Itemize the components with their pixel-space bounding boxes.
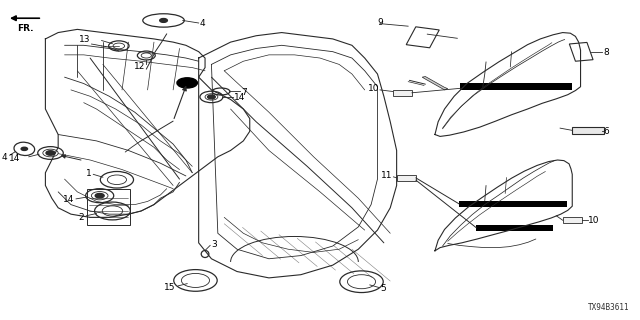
Text: 13: 13 xyxy=(79,35,90,44)
Bar xyxy=(476,225,553,231)
Circle shape xyxy=(21,147,28,150)
Bar xyxy=(397,175,416,181)
Circle shape xyxy=(95,194,104,198)
Text: 6: 6 xyxy=(604,127,609,136)
Text: 9: 9 xyxy=(378,18,383,27)
Bar xyxy=(570,43,593,61)
Text: 10: 10 xyxy=(588,216,600,225)
Text: TX94B3611: TX94B3611 xyxy=(588,303,630,312)
Bar xyxy=(87,189,131,225)
Circle shape xyxy=(46,151,55,155)
Bar xyxy=(406,27,439,48)
Bar xyxy=(393,90,412,96)
Circle shape xyxy=(207,95,215,99)
Text: 4: 4 xyxy=(200,19,205,28)
Text: 15: 15 xyxy=(164,283,175,292)
Text: 7: 7 xyxy=(241,88,247,97)
Text: 10: 10 xyxy=(368,84,380,93)
Text: 5: 5 xyxy=(380,284,386,293)
Polygon shape xyxy=(422,76,448,90)
Text: 14: 14 xyxy=(8,154,20,163)
Bar xyxy=(563,217,582,223)
Text: 8: 8 xyxy=(604,48,609,57)
Bar xyxy=(460,201,566,207)
Text: FR.: FR. xyxy=(17,24,33,33)
Text: 4: 4 xyxy=(2,153,8,162)
Bar xyxy=(461,83,572,90)
Text: 2: 2 xyxy=(78,213,84,222)
Text: 12: 12 xyxy=(134,62,145,71)
Bar xyxy=(572,127,604,134)
Text: 14: 14 xyxy=(63,195,75,204)
Text: 1: 1 xyxy=(86,169,92,178)
Circle shape xyxy=(160,19,168,22)
Circle shape xyxy=(177,78,197,88)
Text: 11: 11 xyxy=(381,171,393,180)
Text: 14: 14 xyxy=(234,93,245,102)
Text: 3: 3 xyxy=(211,240,217,249)
